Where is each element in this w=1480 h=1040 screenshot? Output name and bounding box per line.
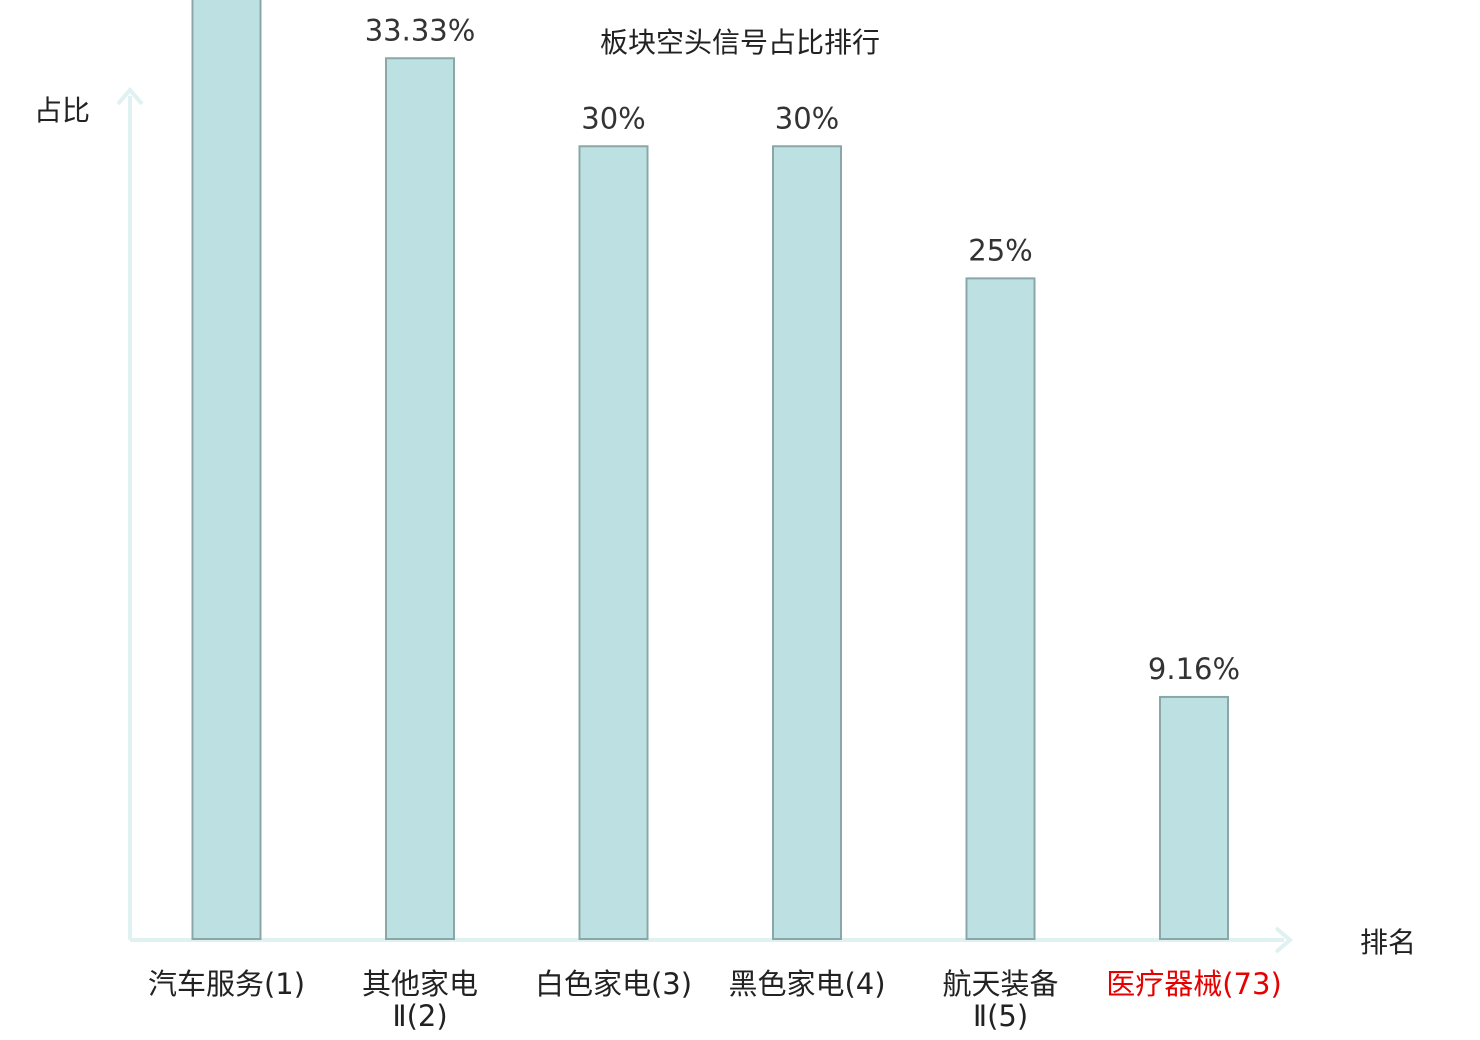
bar bbox=[578, 145, 649, 940]
category-label-line: 白色家电(3) bbox=[535, 967, 692, 1001]
bars-group bbox=[191, 0, 1229, 941]
bar bbox=[191, 0, 262, 940]
value-label: 33.33% bbox=[365, 13, 476, 47]
y-axis-arrow bbox=[116, 86, 144, 106]
x-axis-arrow bbox=[1274, 926, 1294, 954]
value-label: 30% bbox=[775, 101, 839, 135]
chart-title: 板块空头信号占比排行 bbox=[600, 26, 880, 59]
category-label-line: Ⅱ(5) bbox=[973, 999, 1028, 1033]
category-label-line: 医疗器械(73) bbox=[1106, 967, 1282, 1001]
category-label-line: 航天装备 bbox=[942, 967, 1058, 1001]
bar bbox=[1159, 695, 1229, 941]
category-label: 黑色家电(4) bbox=[728, 967, 885, 1001]
value-label: 25% bbox=[968, 233, 1032, 267]
bar bbox=[965, 277, 1036, 940]
bar bbox=[385, 57, 455, 940]
value-label: 30% bbox=[581, 101, 645, 135]
category-labels-group: 汽车服务(1) 其他家电 Ⅱ(2) 白色家电(3) 黑色家电(4) 航天装备 Ⅱ(5) 医疗器… bbox=[148, 967, 1282, 1033]
category-label-line: 黑色家电(4) bbox=[728, 967, 885, 1001]
value-label: 9.16% bbox=[1148, 652, 1240, 686]
bar bbox=[772, 145, 842, 940]
category-label: 白色家电(3) bbox=[535, 967, 692, 1001]
y-axis-label: 占比 bbox=[34, 94, 90, 127]
category-label-line: 其他家电 bbox=[362, 967, 478, 1001]
value-labels-group: 36.36%33.33%30%30%25%9.16% bbox=[365, 13, 1240, 686]
category-label: 医疗器械(73) bbox=[1106, 967, 1282, 1001]
category-label-line: 汽车服务(1) bbox=[148, 967, 305, 1001]
category-label: 汽车服务(1) bbox=[148, 967, 305, 1001]
category-label-line: Ⅱ(2) bbox=[392, 999, 447, 1033]
category-label: 其他家电 Ⅱ(2) bbox=[362, 967, 478, 1033]
category-label: 航天装备 Ⅱ(5) bbox=[942, 967, 1058, 1033]
x-axis-label: 排名 bbox=[1360, 926, 1416, 959]
